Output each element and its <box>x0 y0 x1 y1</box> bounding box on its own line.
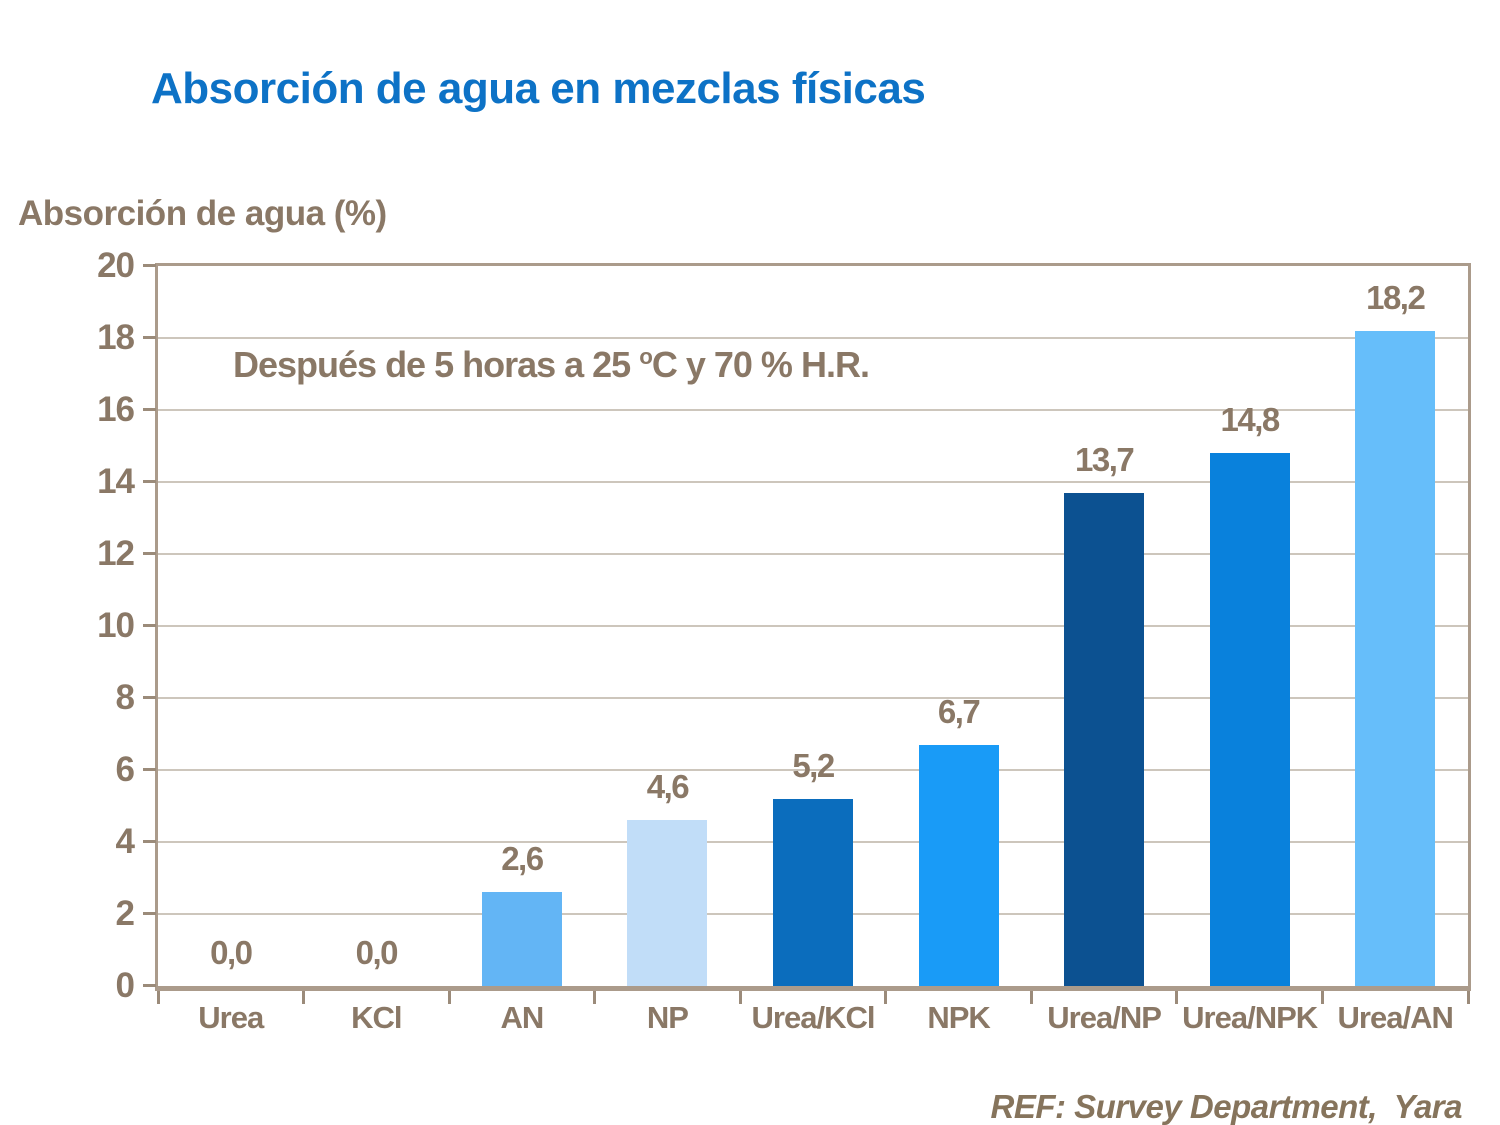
x-tick-mark <box>1466 991 1470 1004</box>
slide-title: Absorción de agua en mezclas físicas <box>151 64 926 113</box>
y-tick-label: 0 <box>115 966 135 1005</box>
y-tick-mark <box>143 552 156 555</box>
bar-urea-npk <box>1209 453 1290 986</box>
y-tick-label: 20 <box>97 246 135 285</box>
bar-an <box>481 892 562 986</box>
reference-text: REF: Survey Department, Yara <box>990 1088 1462 1125</box>
y-tick-mark <box>143 480 156 483</box>
y-tick-mark <box>143 840 156 843</box>
bar-urea-kcl <box>773 798 853 986</box>
annotation-superscript: o <box>639 344 653 369</box>
bar-value-label: 5,2 <box>792 746 835 784</box>
bar-value-label: 0,0 <box>355 934 399 971</box>
y-tick-mark <box>143 624 156 627</box>
y-tick-label: 18 <box>97 318 135 357</box>
chart-annotation: Después de 5 horas a 25 oC y 70 % H.R. <box>233 344 870 386</box>
y-tick-label: 8 <box>115 678 135 717</box>
y-tick-label: 2 <box>115 894 135 933</box>
y-tick-mark <box>143 264 156 267</box>
x-tick-mark <box>1320 991 1324 1004</box>
annotation-text-post: C y 70 % H.R. <box>651 344 870 385</box>
gridline <box>158 553 1468 555</box>
gridline <box>158 769 1468 771</box>
annotation-text-pre: Después de 5 horas a 25 <box>233 344 640 385</box>
x-tick-label: Urea/AN <box>1337 1000 1454 1035</box>
x-tick-mark <box>1175 991 1179 1004</box>
x-tick-mark <box>884 991 888 1004</box>
y-tick-label: 10 <box>97 606 135 645</box>
bar-npk <box>918 744 999 986</box>
y-tick-mark <box>143 696 156 699</box>
x-tick-label: AN <box>500 1000 544 1035</box>
y-tick-label: 14 <box>97 462 135 501</box>
gridline <box>158 625 1468 627</box>
y-axis-title: Absorción de agua (%) <box>18 194 387 233</box>
x-tick-mark <box>1029 991 1033 1004</box>
y-tick-mark <box>143 768 156 771</box>
gridline <box>158 337 1468 339</box>
x-tick-label: NP <box>646 1000 689 1035</box>
x-tick-label: Urea/KCl <box>751 1000 876 1035</box>
gridline <box>158 697 1468 699</box>
y-tick-mark <box>143 408 156 411</box>
y-tick-label: 4 <box>115 822 135 861</box>
x-tick-label: Urea <box>198 1000 264 1035</box>
x-tick-mark <box>302 991 306 1004</box>
gridline <box>158 481 1468 483</box>
y-tick-mark <box>143 912 156 915</box>
x-tick-mark <box>447 991 451 1004</box>
x-tick-label: Urea/NP <box>1047 1000 1162 1035</box>
x-tick-label: KCl <box>351 1000 402 1035</box>
bar-value-label: 0,0 <box>210 934 253 971</box>
bar-urea-np <box>1064 492 1145 986</box>
bar-urea-an <box>1355 330 1436 986</box>
x-tick-label: NPK <box>927 1000 990 1035</box>
y-tick-mark <box>143 984 156 987</box>
bar-value-label: 14,8 <box>1220 401 1281 439</box>
gridline <box>158 409 1468 411</box>
y-tick-label: 16 <box>97 390 135 429</box>
x-tick-mark <box>593 991 597 1004</box>
bar-value-label: 18,2 <box>1366 278 1426 316</box>
plot-area: 0,0 0,0 2,6 4,6 5,2 6,7 13,7 14,8 18,2 <box>155 263 1471 991</box>
x-tick-label: Urea/NPK <box>1182 1000 1318 1035</box>
bar-value-label: 6,7 <box>937 692 981 730</box>
x-tick-mark <box>156 991 160 1004</box>
x-tick-mark <box>738 991 742 1004</box>
bar-value-label: 13,7 <box>1074 440 1135 478</box>
bar-value-label: 4,6 <box>646 768 690 806</box>
y-tick-label: 12 <box>97 534 135 573</box>
bar-np <box>627 820 708 986</box>
y-tick-mark <box>143 336 156 339</box>
bar-value-label: 2,6 <box>501 840 544 878</box>
y-tick-label: 6 <box>115 750 135 789</box>
